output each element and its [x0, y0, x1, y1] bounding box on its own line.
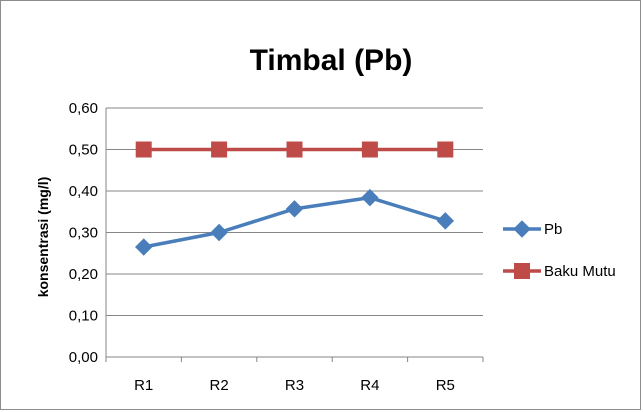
- y-tick-label: 0,60: [69, 100, 98, 117]
- x-tick-label: R1: [134, 377, 153, 394]
- x-tick-label: R2: [210, 377, 229, 394]
- y-tick-label: 0,50: [69, 142, 98, 159]
- x-tick-labels: R1 R2 R3 R4 R5: [134, 377, 455, 394]
- square-marker: [437, 141, 454, 158]
- legend-label: Pb: [544, 221, 562, 238]
- series-layer: [134, 141, 455, 256]
- square-marker: [286, 141, 303, 158]
- legend-label: Baku Mutu: [544, 263, 616, 280]
- x-tick-label: R4: [360, 377, 379, 394]
- diamond-marker: [210, 223, 228, 242]
- y-tick-label: 0,00: [69, 349, 98, 366]
- series-baku-mutu: [135, 141, 454, 158]
- y-tick-label: 0,30: [69, 225, 98, 242]
- y-tick-label: 0,40: [69, 183, 98, 200]
- x-tick-label: R3: [285, 377, 304, 394]
- square-marker: [135, 141, 152, 158]
- axes: [105, 108, 484, 362]
- diamond-marker: [361, 188, 379, 207]
- series-pb: [134, 188, 455, 256]
- diamond-marker: [436, 212, 455, 230]
- chart-title: Timbal (Pb): [250, 44, 413, 77]
- y-axis-title: konsentrasi (mg/l): [35, 177, 51, 298]
- square-marker: [514, 263, 530, 279]
- legend-item: Baku Mutu: [503, 263, 616, 280]
- square-marker: [211, 141, 228, 158]
- diamond-marker: [285, 200, 304, 218]
- legend-item: Pb: [503, 220, 562, 238]
- legend: Pb Baku Mutu: [503, 220, 616, 280]
- y-tick-labels: 0,00 0,10 0,20 0,30 0,40 0,50 0,60: [69, 100, 98, 366]
- diamond-marker: [134, 238, 153, 256]
- square-marker: [361, 141, 378, 158]
- y-tick-label: 0,20: [69, 266, 98, 283]
- y-tick-label: 0,10: [69, 308, 98, 325]
- x-tick-label: R5: [436, 377, 455, 394]
- diamond-marker: [513, 220, 531, 238]
